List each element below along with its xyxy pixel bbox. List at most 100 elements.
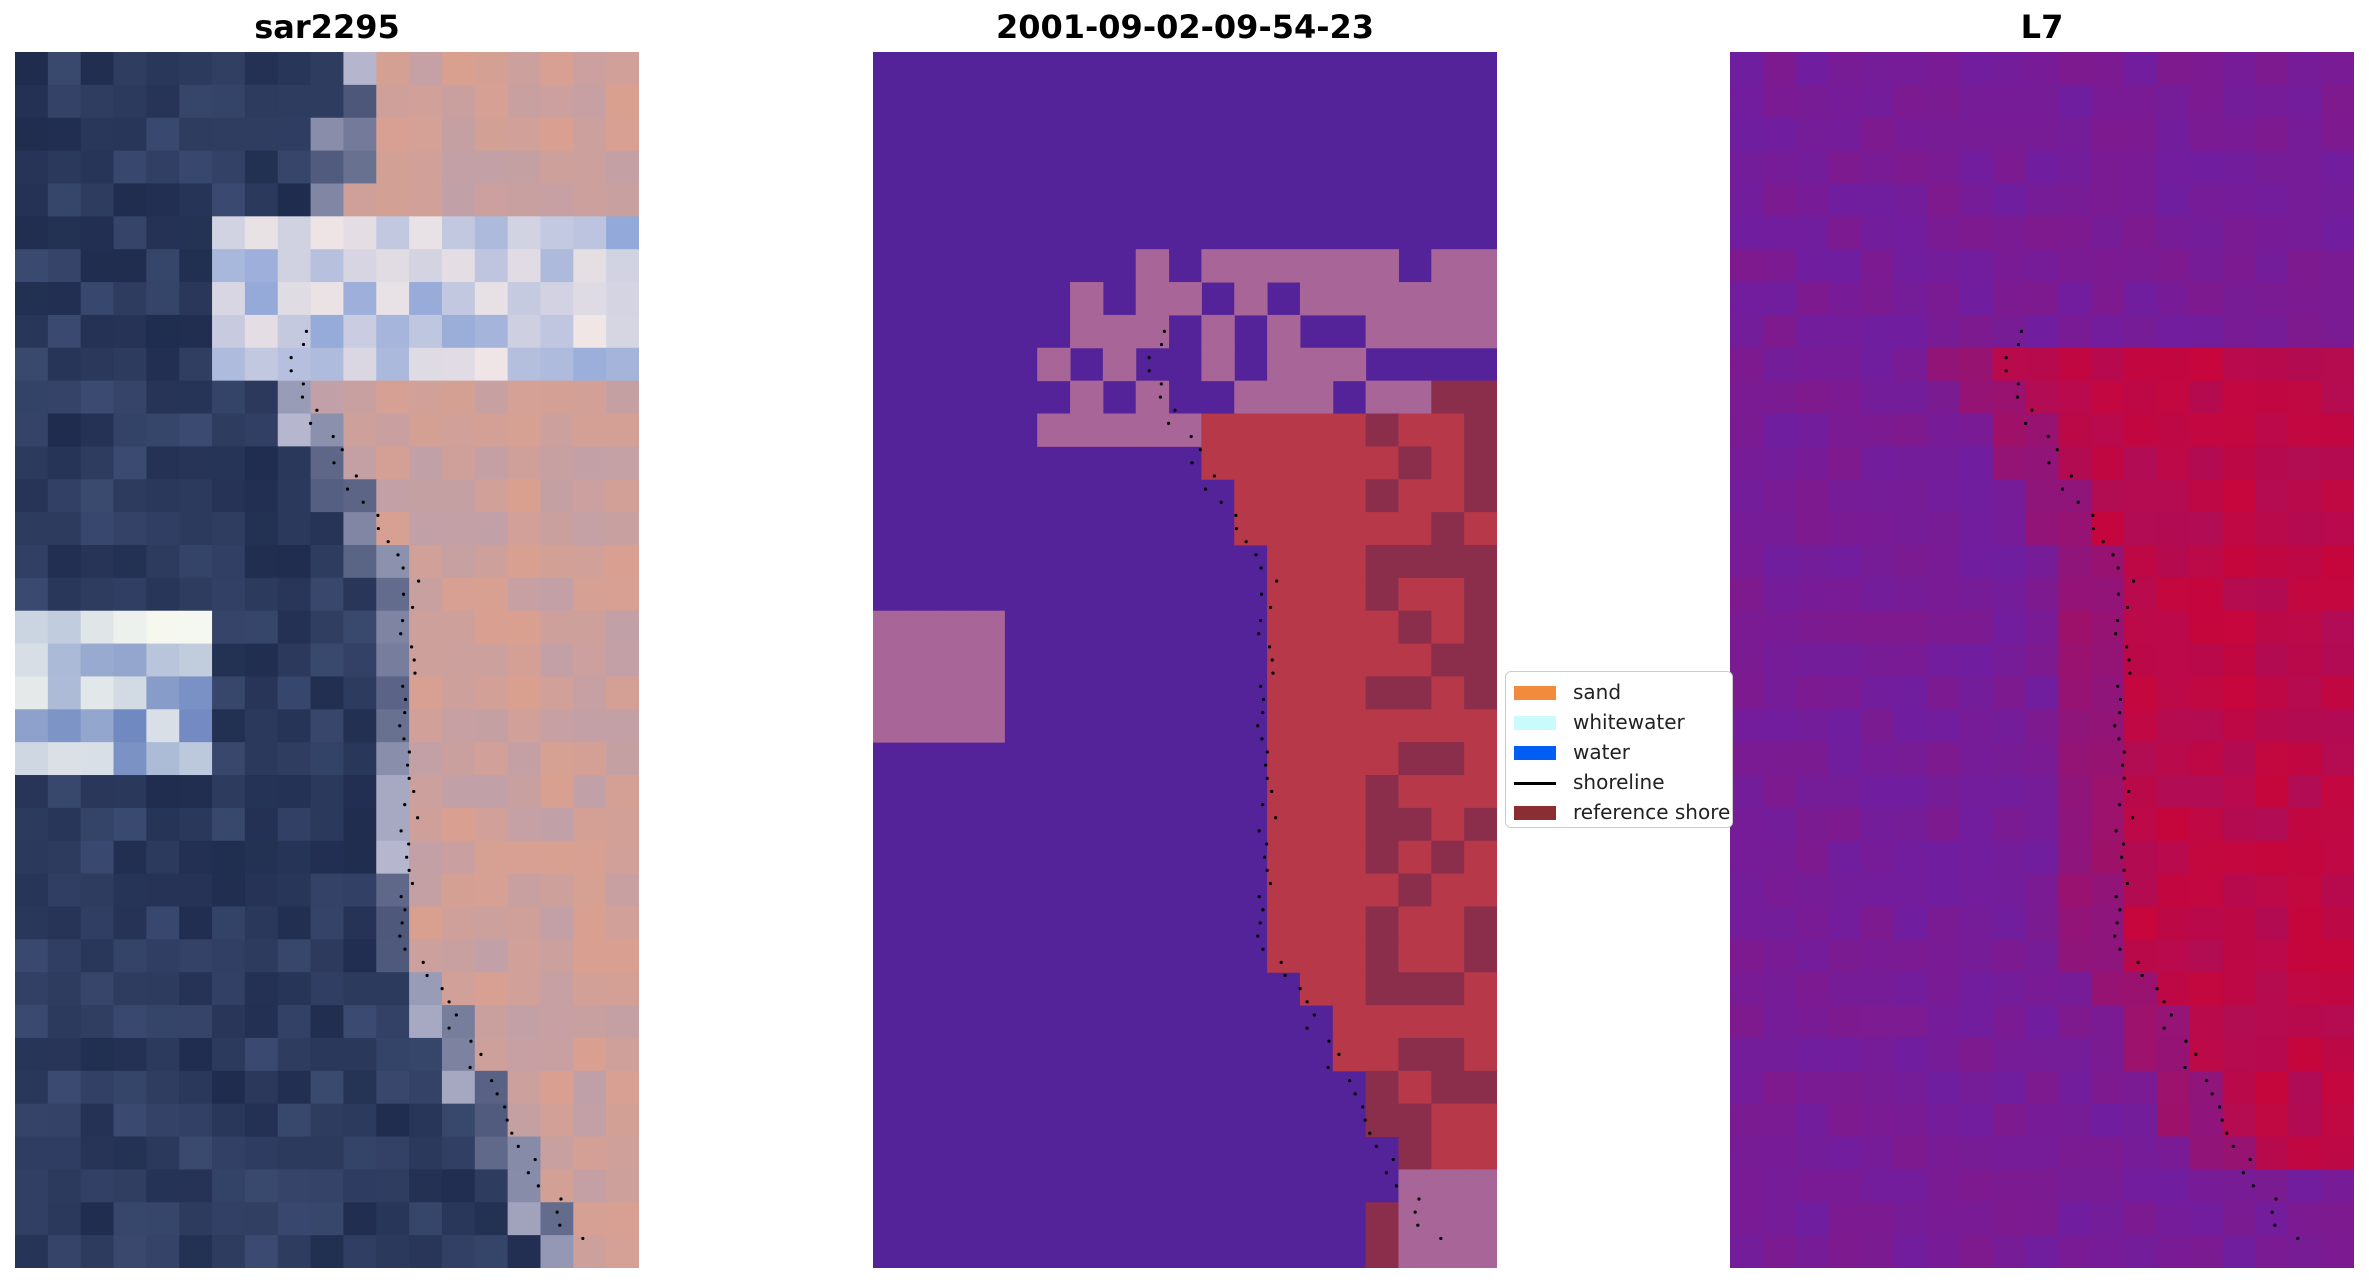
index-pixel bbox=[1762, 577, 1797, 612]
rgb-pixel bbox=[376, 347, 410, 382]
class-pixel bbox=[1464, 742, 1497, 776]
rgb-pixel bbox=[441, 314, 476, 349]
index-pixel bbox=[1828, 479, 1862, 513]
index-pixel bbox=[1762, 1169, 1797, 1203]
rgb-pixel bbox=[244, 117, 279, 152]
index-pixel bbox=[2255, 972, 2289, 1006]
rgb-pixel bbox=[507, 347, 541, 382]
class-pixel bbox=[1299, 380, 1334, 415]
index-pixel bbox=[1730, 1202, 1764, 1236]
index-pixel bbox=[1927, 807, 1961, 842]
index-pixel bbox=[1730, 52, 1764, 86]
index-pixel bbox=[1992, 216, 2027, 250]
index-image-panel bbox=[1730, 52, 2354, 1268]
index-pixel bbox=[2025, 282, 2059, 316]
rgb-pixel bbox=[409, 939, 443, 973]
rgb-pixel bbox=[606, 1136, 639, 1170]
rgb-pixel bbox=[80, 1037, 115, 1072]
rgb-pixel bbox=[80, 1136, 115, 1170]
index-pixel bbox=[2025, 1202, 2059, 1236]
rgb-pixel bbox=[277, 150, 312, 184]
index-pixel bbox=[2255, 84, 2289, 119]
index-pixel bbox=[2156, 117, 2191, 152]
shoreline-point bbox=[1268, 881, 1273, 886]
index-pixel bbox=[2321, 906, 2354, 940]
index-pixel bbox=[2091, 709, 2125, 743]
rgb-pixel bbox=[376, 1103, 410, 1138]
rgb-pixel bbox=[113, 1202, 147, 1236]
index-pixel bbox=[2091, 249, 2125, 283]
index-pixel bbox=[1861, 183, 1895, 217]
class-pixel bbox=[1332, 906, 1367, 940]
rgb-pixel bbox=[573, 1202, 607, 1236]
index-pixel bbox=[1762, 873, 1797, 907]
index-pixel bbox=[1992, 1169, 2027, 1203]
rgb-pixel bbox=[146, 512, 180, 546]
rgb-pixel bbox=[441, 939, 476, 973]
rgb-pixel bbox=[343, 610, 377, 645]
rgb-pixel bbox=[277, 939, 312, 973]
index-pixel bbox=[1795, 939, 1830, 973]
shoreline-point bbox=[407, 842, 411, 846]
index-pixel bbox=[1959, 314, 1994, 349]
legend-item-sand: sand bbox=[1506, 677, 1732, 707]
index-pixel bbox=[2288, 216, 2322, 250]
index-pixel bbox=[2058, 1103, 2092, 1138]
rgb-pixel bbox=[441, 512, 476, 546]
index-pixel bbox=[1894, 1202, 1928, 1236]
rgb-pixel bbox=[343, 807, 377, 842]
index-pixel bbox=[2222, 380, 2256, 415]
index-pixel bbox=[2288, 1169, 2322, 1203]
shoreline-point bbox=[1261, 710, 1265, 715]
index-pixel bbox=[2156, 150, 2191, 184]
rgb-pixel bbox=[146, 347, 180, 382]
index-pixel bbox=[1762, 1136, 1797, 1170]
rgb-pixel bbox=[15, 1037, 49, 1072]
rgb-pixel bbox=[507, 1070, 541, 1105]
index-pixel bbox=[2321, 1005, 2354, 1039]
index-pixel bbox=[1828, 1005, 1862, 1039]
shoreline-point bbox=[401, 566, 405, 570]
rgb-pixel bbox=[343, 446, 377, 480]
class-pixel bbox=[1168, 413, 1202, 447]
index-pixel bbox=[2156, 314, 2191, 349]
rgb-pixel bbox=[15, 840, 49, 875]
rgb-pixel bbox=[343, 1005, 377, 1039]
shoreline-line-swatch bbox=[1514, 782, 1556, 785]
index-pixel bbox=[2321, 1070, 2354, 1105]
shoreline-point bbox=[2127, 658, 2131, 662]
index-pixel bbox=[2091, 1202, 2125, 1236]
class-pixel bbox=[1135, 413, 1170, 447]
index-pixel bbox=[1762, 807, 1797, 842]
rgb-pixel bbox=[376, 1037, 410, 1072]
rgb-pixel bbox=[507, 282, 541, 316]
rgb-pixel bbox=[540, 775, 574, 809]
rgb-pixel bbox=[343, 1136, 377, 1170]
class-pixel bbox=[1102, 347, 1137, 382]
rgb-pixel bbox=[80, 117, 115, 152]
index-pixel bbox=[1730, 775, 1764, 809]
rgb-pixel bbox=[277, 413, 312, 447]
legend-item-whitewater: whitewater bbox=[1506, 707, 1732, 737]
rgb-pixel bbox=[244, 577, 279, 612]
index-pixel bbox=[2025, 117, 2059, 152]
index-pixel bbox=[1927, 544, 1961, 579]
index-pixel bbox=[1861, 972, 1895, 1006]
index-pixel bbox=[2288, 709, 2322, 743]
index-pixel bbox=[1959, 643, 1994, 677]
index-pixel bbox=[1927, 52, 1961, 86]
rgb-pixel bbox=[146, 183, 180, 217]
index-pixel bbox=[1795, 742, 1830, 776]
shoreline-point bbox=[376, 526, 380, 531]
shoreline-point bbox=[533, 1157, 537, 1162]
rgb-pixel bbox=[474, 577, 509, 612]
index-pixel bbox=[2124, 807, 2158, 842]
index-pixel bbox=[1730, 84, 1764, 119]
class-pixel bbox=[1037, 413, 1071, 447]
shoreline-point bbox=[308, 421, 313, 425]
rgb-pixel bbox=[540, 742, 574, 776]
index-pixel bbox=[1730, 1169, 1764, 1203]
shoreline-point bbox=[505, 1118, 509, 1122]
class-pixel bbox=[1431, 1037, 1465, 1072]
rgb-pixel bbox=[310, 972, 344, 1006]
